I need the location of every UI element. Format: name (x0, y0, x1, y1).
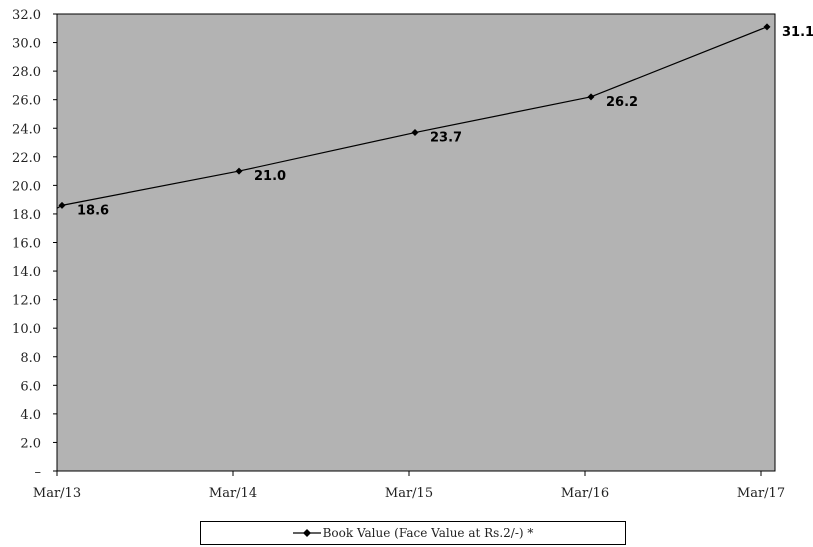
x-tick-label: Mar/16 (561, 486, 609, 501)
x-tick-label: Mar/13 (33, 486, 81, 501)
y-tick-label: 4.0 (20, 408, 41, 423)
y-tick-label: 6.0 (20, 379, 41, 394)
data-points (58, 23, 771, 209)
data-labels: 18.6 21.0 23.7 26.2 31.1 (77, 25, 813, 219)
data-point (587, 93, 595, 101)
y-tick-label: 10.0 (12, 322, 41, 337)
y-tick-label: 26.0 (12, 94, 41, 109)
data-point (763, 23, 771, 31)
legend: Book Value (Face Value at Rs.2/-) * (200, 521, 626, 545)
y-tick-label: 30.0 (12, 37, 41, 52)
data-label: 31.1 (782, 25, 813, 40)
y-tick-label: 14.0 (12, 265, 41, 280)
x-tick-label: Mar/15 (385, 486, 433, 501)
x-tick-label: Mar/17 (737, 486, 785, 501)
y-tick-label: 16.0 (12, 237, 41, 252)
data-point (58, 201, 66, 209)
legend-marker-icon (292, 529, 321, 537)
y-tick-label: 8.0 (20, 351, 41, 366)
y-tick-label: 2.0 (20, 436, 41, 451)
y-tick-label: 24.0 (12, 122, 41, 137)
y-tick-label: 28.0 (12, 65, 41, 80)
data-label: 21.0 (254, 169, 286, 184)
y-tick-label: 18.0 (12, 208, 41, 223)
y-tick-label: 22.0 (12, 151, 41, 166)
data-point (411, 129, 419, 137)
data-label: 26.2 (606, 95, 638, 110)
y-tick-label: 32.0 (12, 8, 41, 23)
y-tick-label: 12.0 (12, 294, 41, 309)
y-tick-label: 20.0 (12, 179, 41, 194)
data-point (235, 167, 243, 175)
data-label: 23.7 (430, 131, 462, 146)
x-tick-label: Mar/14 (209, 486, 257, 501)
y-tick-label: – (35, 465, 42, 480)
data-label: 18.6 (77, 203, 109, 218)
y-axis: – 2.0 4.0 6.0 8.0 10.0 12.0 14.0 16.0 18.0 20.0 22.… (12, 8, 58, 480)
x-axis: Mar/13 Mar/14 Mar/15 Mar/16 Mar/17 (33, 470, 785, 501)
legend-label: Book Value (Face Value at Rs.2/-) * (322, 526, 534, 540)
plot-area (56, 13, 776, 472)
